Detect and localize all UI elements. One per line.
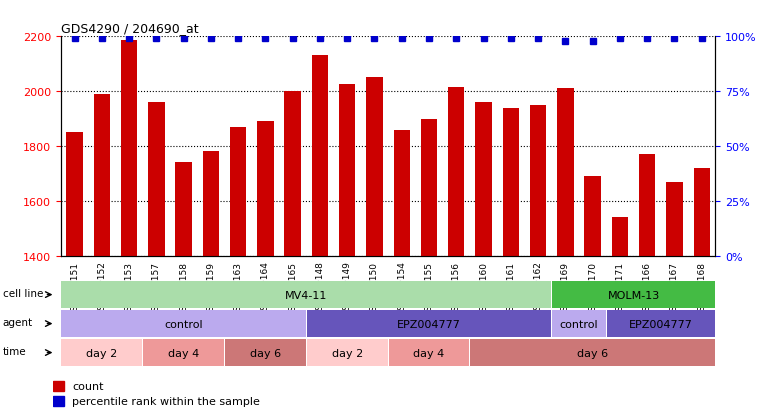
Bar — [53, 381, 64, 391]
Bar — [225, 339, 306, 366]
Bar — [476, 103, 492, 256]
Bar — [175, 163, 192, 256]
Bar — [552, 310, 606, 337]
Text: day 6: day 6 — [577, 348, 608, 358]
Bar — [612, 218, 628, 256]
Text: day 6: day 6 — [250, 348, 281, 358]
Text: GDS4290 / 204690_at: GDS4290 / 204690_at — [61, 21, 199, 35]
Bar — [148, 103, 164, 256]
Bar — [393, 130, 410, 256]
Bar — [607, 310, 715, 337]
Text: time: time — [3, 347, 27, 356]
Text: EPZ004777: EPZ004777 — [397, 319, 461, 329]
Bar — [666, 182, 683, 256]
Bar — [202, 152, 219, 256]
Text: percentile rank within the sample: percentile rank within the sample — [72, 396, 260, 406]
Bar — [62, 339, 142, 366]
Bar — [639, 155, 655, 256]
Text: MOLM-13: MOLM-13 — [607, 290, 660, 300]
Bar — [470, 339, 715, 366]
Bar — [389, 339, 470, 366]
Bar — [421, 119, 437, 256]
Text: day 2: day 2 — [332, 348, 363, 358]
Bar — [530, 106, 546, 256]
Bar — [693, 169, 710, 256]
Bar — [62, 310, 306, 337]
Bar — [502, 108, 519, 256]
Bar — [121, 41, 137, 256]
Bar — [66, 133, 83, 256]
Text: control: control — [164, 319, 203, 329]
Text: agent: agent — [3, 318, 33, 328]
Bar — [552, 281, 715, 309]
Bar — [62, 281, 551, 309]
Text: control: control — [559, 319, 598, 329]
Bar — [257, 122, 273, 256]
Bar — [94, 95, 110, 256]
Bar — [285, 92, 301, 256]
Bar — [366, 78, 383, 256]
Bar — [143, 339, 224, 366]
Text: cell line: cell line — [3, 289, 43, 299]
Bar — [584, 177, 601, 256]
Bar — [557, 89, 574, 256]
Bar — [339, 85, 355, 256]
Bar — [53, 396, 64, 406]
Text: count: count — [72, 381, 103, 391]
Text: day 2: day 2 — [86, 348, 117, 358]
Bar — [307, 310, 551, 337]
Bar — [307, 339, 387, 366]
Text: EPZ004777: EPZ004777 — [629, 319, 693, 329]
Bar — [230, 128, 247, 256]
Text: day 4: day 4 — [413, 348, 444, 358]
Bar — [448, 88, 464, 256]
Bar — [312, 56, 328, 256]
Text: day 4: day 4 — [168, 348, 199, 358]
Text: MV4-11: MV4-11 — [285, 290, 327, 300]
